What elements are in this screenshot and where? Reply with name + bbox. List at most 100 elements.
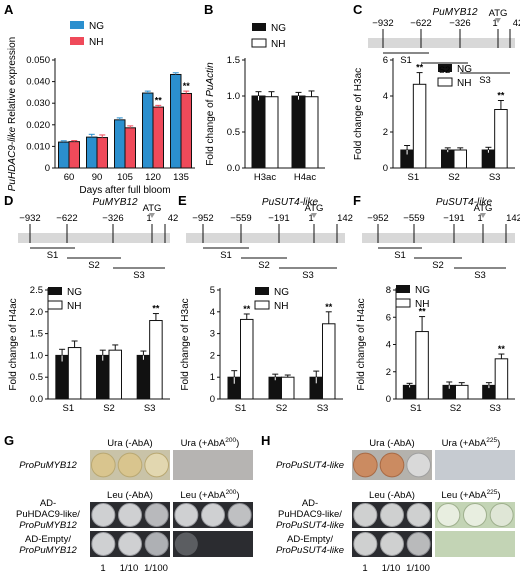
bar-NH-S2 (281, 376, 295, 400)
promoter-band (186, 233, 345, 243)
yeast-colony (436, 503, 461, 527)
promoter-gene-name: PuSUT4-like (262, 197, 319, 208)
y-tick-label: 4 (210, 307, 215, 318)
bar-NH-H4ac (304, 96, 319, 169)
yeast-colony (489, 503, 514, 527)
yeast-colony (174, 503, 199, 527)
legend-label-NH: NH (457, 78, 471, 89)
yeast-colony (353, 532, 378, 556)
plate-background (435, 450, 515, 480)
atg-arrow-icon (495, 18, 501, 23)
bar-NH-S3 (322, 323, 336, 400)
plate-background (173, 450, 253, 480)
y-tick-label: 1.5 (30, 329, 43, 340)
promoter-position-label: −326 (449, 18, 470, 29)
promoter-position-label: 142 (506, 213, 520, 224)
g-dilution-2: 1/10 (120, 563, 139, 574)
bar-NG-135 (170, 73, 182, 169)
x-tick-label: S2 (276, 403, 288, 414)
bar-NH-H3ac (264, 96, 279, 169)
x-tick-label: S3 (144, 403, 156, 414)
bar-NG-90 (86, 136, 98, 169)
h-row1-label: ProPuSUT4-like (276, 460, 344, 471)
yeast-colony (227, 503, 252, 527)
significance-mark: ** (498, 344, 506, 354)
panel-letter-C: C (353, 2, 363, 17)
yeast-colony (118, 503, 142, 527)
legend-swatch-NG (396, 285, 410, 293)
promoter-position-label: −932 (19, 213, 40, 224)
bar-NG-S1 (55, 354, 69, 400)
yeast-plate (352, 502, 432, 528)
x-tick-label: 120 (145, 172, 161, 183)
yeast-plate (435, 502, 515, 528)
g-row3-label-a: AD-Empty/ (25, 534, 71, 545)
bar-NH-90 (96, 137, 108, 169)
y-tick-label: 0.5 (30, 372, 43, 383)
legend-swatch-NG (255, 287, 269, 295)
panel-letter-F: F (353, 193, 361, 208)
y-tick-label: 2.5 (30, 285, 43, 296)
y-tick-label: 0.0 (30, 394, 43, 405)
y-tick-label: 0.040 (26, 77, 50, 88)
g-col1-top-label: Ura (-AbA) (107, 438, 152, 449)
x-tick-label: 135 (173, 172, 189, 183)
yeast-plate (435, 531, 515, 557)
h-row2-label-b: PuHDAC9-like/ (278, 509, 342, 520)
bar-NH-S1 (67, 347, 82, 400)
y-tick-label: 0 (383, 163, 388, 174)
x-tick-label: S2 (103, 403, 115, 414)
promoter-position-label: −191 (443, 213, 464, 224)
promoter-band (362, 233, 515, 243)
significance-mark: ** (183, 81, 191, 91)
promoter-gene-name: PuSUT4-like (436, 197, 493, 208)
legend-swatch-NG (252, 23, 266, 31)
promoter-diagrams: PuMYB12−932−622−326142ATGS1S2S3PuMYB12−9… (18, 7, 520, 281)
legend-swatch-NH (395, 298, 411, 308)
legend-swatch-NH (254, 300, 270, 310)
h-row2-label-a: AD- (302, 498, 318, 509)
yeast-colony (91, 532, 116, 556)
y-tick-label: 0.050 (26, 55, 50, 66)
g-col1-mid-label: Leu (-AbA) (107, 490, 153, 501)
yeast-colony (406, 503, 431, 527)
x-tick-label: 60 (64, 172, 75, 183)
bar-NG-S2 (441, 149, 455, 169)
yeast-colony (463, 503, 487, 527)
h-row2-label-c: ProPuSUT4-like (276, 520, 344, 531)
legend-label-NG: NG (457, 64, 472, 75)
segment-label: S1 (220, 250, 232, 261)
bar-NG-120 (142, 92, 154, 169)
yeast-colony (406, 532, 431, 556)
bar-NH-S3 (494, 358, 509, 400)
significance-mark: ** (419, 307, 427, 317)
x-tick-label: S1 (235, 403, 247, 414)
promoter-position-label: −952 (192, 213, 213, 224)
legend-swatch-NG (70, 21, 84, 29)
yeast-colony (380, 503, 404, 527)
x-tick-label: S1 (63, 403, 75, 414)
atg-label: ATG (474, 203, 493, 214)
yeast-colony (117, 452, 143, 478)
bar-NH-105 (124, 127, 136, 169)
chart-A: 0 0.010 0.020 0.030 0.040 0.050 PuHDAC9-like R… (7, 21, 195, 196)
y-axis-label: Fold change of PuActin (205, 62, 216, 166)
yeast-plate (90, 531, 170, 557)
x-tick-label: H4ac (294, 172, 316, 183)
promoter-position-label: 1 (477, 213, 482, 224)
significance-mark: ** (243, 304, 251, 314)
bar-NG-S2 (268, 376, 282, 400)
x-tick-label: S2 (450, 403, 462, 414)
panel-letter-D: D (4, 193, 13, 208)
promoter-position-label: −932 (372, 18, 393, 29)
promoter-position-label: −952 (367, 213, 388, 224)
yeast-colony (144, 452, 170, 478)
yeast-colony (406, 452, 431, 478)
yeast-colony (379, 452, 405, 478)
g-row3-label-b: ProPuMYB12 (19, 545, 77, 556)
atg-arrow-icon (480, 213, 486, 218)
promoter-position-label: 1 (492, 18, 497, 29)
x-tick-label: S1 (408, 172, 420, 183)
g-row2-label-a: AD- (40, 498, 56, 509)
promoter-position-label: −622 (56, 213, 77, 224)
